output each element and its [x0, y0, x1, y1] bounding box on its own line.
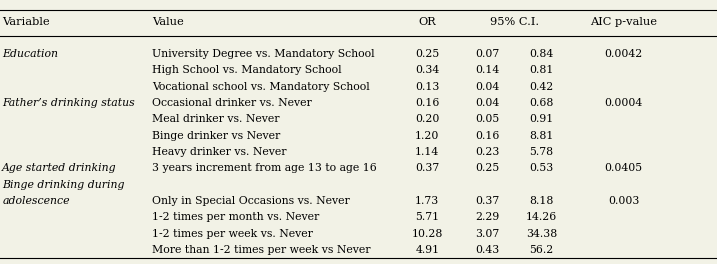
Text: 0.04: 0.04	[475, 98, 500, 108]
Text: 0.68: 0.68	[529, 98, 554, 108]
Text: Father’s drinking status: Father’s drinking status	[2, 98, 135, 108]
Text: 0.43: 0.43	[475, 245, 500, 255]
Text: 0.16: 0.16	[415, 98, 440, 108]
Text: 5.71: 5.71	[415, 212, 440, 222]
Text: 0.25: 0.25	[475, 163, 500, 173]
Text: 0.0042: 0.0042	[604, 49, 643, 59]
Text: 1.20: 1.20	[415, 131, 440, 141]
Text: 8.18: 8.18	[529, 196, 554, 206]
Text: AIC p-value: AIC p-value	[590, 17, 657, 27]
Text: 0.81: 0.81	[529, 65, 554, 76]
Text: adolescence: adolescence	[2, 196, 70, 206]
Text: 14.26: 14.26	[526, 212, 557, 222]
Text: 3.07: 3.07	[475, 229, 500, 239]
Text: Education: Education	[2, 49, 58, 59]
Text: 95% C.I.: 95% C.I.	[490, 17, 539, 27]
Text: 0.25: 0.25	[415, 49, 440, 59]
Text: Vocational school vs. Mandatory School: Vocational school vs. Mandatory School	[152, 82, 370, 92]
Text: 0.23: 0.23	[475, 147, 500, 157]
Text: 0.13: 0.13	[415, 82, 440, 92]
Text: 0.16: 0.16	[475, 131, 500, 141]
Text: 0.05: 0.05	[475, 114, 500, 124]
Text: 1.14: 1.14	[415, 147, 440, 157]
Text: 0.34: 0.34	[415, 65, 440, 76]
Text: 1-2 times per week vs. Never: 1-2 times per week vs. Never	[152, 229, 313, 239]
Text: 0.003: 0.003	[608, 196, 640, 206]
Text: 1-2 times per month vs. Never: 1-2 times per month vs. Never	[152, 212, 319, 222]
Text: 0.0004: 0.0004	[604, 98, 643, 108]
Text: Meal drinker vs. Never: Meal drinker vs. Never	[152, 114, 280, 124]
Text: 0.84: 0.84	[529, 49, 554, 59]
Text: 0.07: 0.07	[475, 49, 500, 59]
Text: 3 years increment from age 13 to age 16: 3 years increment from age 13 to age 16	[152, 163, 376, 173]
Text: Age started drinking: Age started drinking	[2, 163, 117, 173]
Text: OR: OR	[419, 17, 436, 27]
Text: 0.0405: 0.0405	[604, 163, 643, 173]
Text: 0.53: 0.53	[529, 163, 554, 173]
Text: 0.37: 0.37	[475, 196, 500, 206]
Text: 1.73: 1.73	[415, 196, 440, 206]
Text: Only in Special Occasions vs. Never: Only in Special Occasions vs. Never	[152, 196, 350, 206]
Text: More than 1-2 times per week vs Never: More than 1-2 times per week vs Never	[152, 245, 371, 255]
Text: Binge drinking during: Binge drinking during	[2, 180, 125, 190]
Text: 34.38: 34.38	[526, 229, 557, 239]
Text: 56.2: 56.2	[529, 245, 554, 255]
Text: Binge drinker vs Never: Binge drinker vs Never	[152, 131, 280, 141]
Text: Value: Value	[152, 17, 184, 27]
Text: 0.91: 0.91	[529, 114, 554, 124]
Text: 5.78: 5.78	[529, 147, 554, 157]
Text: 4.91: 4.91	[415, 245, 440, 255]
Text: 0.37: 0.37	[415, 163, 440, 173]
Text: 8.81: 8.81	[529, 131, 554, 141]
Text: Variable: Variable	[2, 17, 49, 27]
Text: 0.14: 0.14	[475, 65, 500, 76]
Text: 2.29: 2.29	[475, 212, 500, 222]
Text: Occasional drinker vs. Never: Occasional drinker vs. Never	[152, 98, 312, 108]
Text: Heavy drinker vs. Never: Heavy drinker vs. Never	[152, 147, 287, 157]
Text: High School vs. Mandatory School: High School vs. Mandatory School	[152, 65, 341, 76]
Text: 0.20: 0.20	[415, 114, 440, 124]
Text: University Degree vs. Mandatory School: University Degree vs. Mandatory School	[152, 49, 374, 59]
Text: 0.42: 0.42	[529, 82, 554, 92]
Text: 10.28: 10.28	[412, 229, 443, 239]
Text: 0.04: 0.04	[475, 82, 500, 92]
